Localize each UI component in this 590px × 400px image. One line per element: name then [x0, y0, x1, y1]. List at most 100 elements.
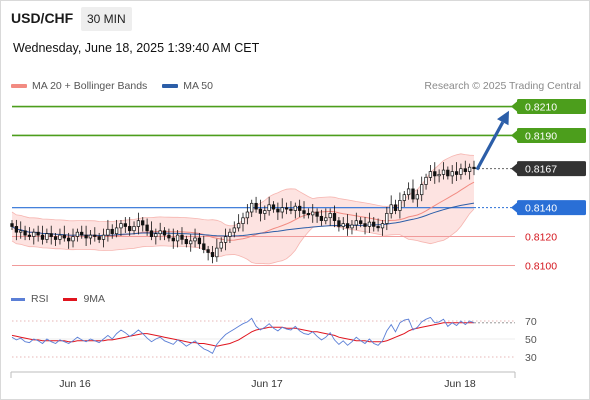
candle-body	[106, 228, 110, 236]
candle-body	[359, 220, 363, 224]
candle	[53, 232, 58, 246]
level-label-box	[517, 127, 586, 143]
candle-body	[93, 234, 97, 237]
candle	[62, 225, 66, 242]
candle	[71, 228, 75, 248]
candle	[472, 160, 476, 176]
candle-body	[32, 231, 36, 237]
candle	[263, 205, 267, 220]
candle-body	[141, 220, 145, 226]
candle	[162, 227, 167, 241]
candle-body	[175, 234, 180, 242]
candle-body	[19, 230, 23, 233]
candle-body	[441, 169, 446, 175]
candle	[114, 219, 119, 238]
candle	[415, 189, 419, 207]
candle-body	[337, 220, 341, 227]
candle	[49, 225, 53, 245]
candle-body	[420, 184, 424, 196]
bollinger-lower	[11, 208, 475, 265]
candle-body	[454, 171, 459, 175]
candle-body	[398, 200, 402, 211]
rsi-legend: RSI 9MA	[11, 293, 117, 305]
candle-body	[162, 230, 167, 236]
candle	[180, 227, 184, 245]
candle-body	[219, 241, 223, 249]
copyright: Research © 2025 Trading Central	[424, 80, 581, 92]
candle-body	[267, 204, 271, 211]
rsi-tick-label: 30	[525, 352, 537, 364]
candle-body	[202, 243, 206, 250]
candle	[389, 195, 393, 219]
candle-body	[49, 233, 53, 237]
candle	[337, 217, 341, 232]
rsi-ma-swatch	[63, 297, 78, 301]
candle-body	[271, 204, 276, 210]
candle-body	[345, 223, 350, 229]
candle	[411, 179, 415, 203]
candle-body	[415, 194, 419, 200]
candle	[123, 217, 127, 233]
candle	[276, 202, 280, 220]
candle-body	[245, 211, 250, 219]
candle-body	[241, 217, 245, 224]
candle	[210, 245, 215, 264]
candle	[175, 230, 180, 248]
candle	[119, 219, 123, 236]
candle	[245, 204, 250, 225]
ma50-label: MA 50	[183, 80, 213, 92]
candle-body	[258, 208, 263, 214]
candle-body	[149, 230, 154, 237]
candle-body	[123, 223, 127, 227]
candle-body	[132, 226, 136, 232]
level-label-text: 0.8167	[525, 164, 557, 176]
candle	[27, 227, 32, 241]
candle-body	[62, 234, 66, 239]
ma20-label: MA 20 + Bollinger Bands	[32, 80, 148, 92]
candle	[32, 228, 36, 245]
candle	[110, 224, 114, 239]
candle	[141, 217, 145, 232]
candle	[193, 228, 197, 248]
candle	[167, 228, 171, 242]
candle-body	[459, 168, 463, 175]
candle-body	[350, 224, 354, 229]
candle	[350, 219, 354, 235]
candle-body	[180, 234, 184, 240]
candle-body	[367, 221, 372, 227]
candle	[446, 166, 450, 180]
candle	[437, 169, 441, 183]
timeframe-badge[interactable]: 30 MIN	[81, 7, 132, 31]
candle	[450, 165, 454, 184]
candle-body	[223, 236, 228, 243]
candle-body	[319, 215, 324, 221]
candle	[36, 225, 40, 242]
candle-body	[184, 239, 188, 245]
candle-body	[97, 236, 101, 240]
candle	[128, 217, 132, 236]
candle	[424, 173, 428, 190]
candle	[219, 237, 223, 252]
candle-body	[354, 220, 358, 226]
x-tick-label: Jun 17	[251, 378, 283, 390]
candle	[306, 208, 311, 219]
candle-body	[40, 234, 45, 240]
candle	[254, 196, 258, 213]
level-label-text: 0.8120	[525, 232, 557, 244]
candle	[236, 214, 241, 232]
candle-body	[389, 204, 393, 214]
candle-body	[385, 213, 389, 224]
level-label-text: 0.8140	[525, 203, 557, 215]
candle	[58, 228, 62, 245]
candle	[132, 221, 136, 235]
candle-body	[328, 213, 332, 219]
candle	[250, 199, 254, 218]
level-label-box	[517, 200, 586, 216]
candle-body	[88, 234, 93, 239]
candle	[80, 225, 84, 239]
candle	[302, 201, 306, 219]
ma50-swatch	[162, 84, 179, 89]
candle	[228, 228, 232, 244]
candle-body	[197, 237, 202, 245]
